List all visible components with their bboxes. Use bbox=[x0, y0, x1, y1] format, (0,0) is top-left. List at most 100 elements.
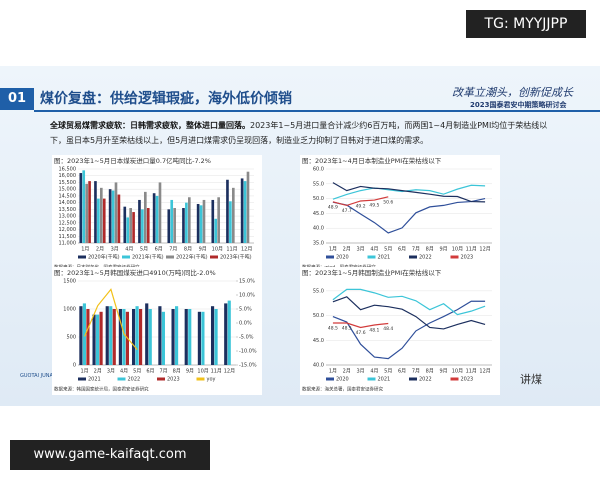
y-tick-label: 35.0 bbox=[313, 241, 324, 247]
bar bbox=[99, 311, 103, 365]
x-tick-label: 3月 bbox=[111, 247, 119, 253]
bar bbox=[188, 197, 191, 243]
series-line bbox=[332, 296, 486, 330]
x-tick-label: 3月 bbox=[107, 369, 115, 375]
series-line bbox=[332, 300, 486, 360]
legend-label: 2021 bbox=[378, 377, 391, 383]
x-tick-label: 5月 bbox=[384, 369, 392, 375]
y2-tick-label: 0.0% bbox=[239, 321, 252, 327]
bar bbox=[111, 190, 115, 243]
data-label: 48.4 bbox=[383, 326, 393, 332]
x-tick-label: 6月 bbox=[398, 369, 406, 375]
bar bbox=[129, 208, 132, 243]
x-tick-label: 4月 bbox=[370, 247, 378, 253]
watermark: TG: MYYJJPP bbox=[466, 10, 586, 38]
bar bbox=[122, 309, 126, 365]
bar bbox=[152, 193, 156, 243]
legend-swatch bbox=[117, 377, 126, 381]
y-tick-label: 16,000 bbox=[59, 173, 77, 179]
y-tick-label: 13,000 bbox=[59, 214, 77, 220]
x-tick-label: 12月 bbox=[241, 247, 252, 253]
bar bbox=[161, 311, 165, 365]
x-tick-label: 11月 bbox=[466, 369, 477, 375]
y2-tick-label: -10.0% bbox=[239, 349, 257, 355]
bar bbox=[229, 201, 232, 243]
x-tick-label: 7月 bbox=[412, 369, 420, 375]
x-tick-label: 1月 bbox=[81, 247, 89, 253]
series-line bbox=[332, 184, 486, 200]
legend-swatch bbox=[196, 377, 205, 381]
x-tick-label: 8月 bbox=[426, 369, 434, 375]
x-tick-label: 10月 bbox=[212, 247, 223, 253]
x-tick-label: 12月 bbox=[224, 369, 235, 375]
legend-swatch bbox=[409, 255, 417, 259]
x-tick-label: 1月 bbox=[80, 369, 88, 375]
chart-title: 图：2023年1~5月韩国制造业PMI在荣枯线以下 bbox=[302, 268, 442, 277]
bar bbox=[97, 198, 100, 243]
bar bbox=[108, 189, 112, 243]
paragraph: 全球贸易煤需求疲软：日韩需求疲软，整体进口量回落。2023年1~5月进口量合计减… bbox=[50, 118, 550, 148]
bar bbox=[196, 203, 200, 243]
chart-source: 数据来源：海关总署，国泰君安证券研究 bbox=[302, 386, 383, 393]
x-tick-label: 12月 bbox=[479, 247, 490, 253]
x-tick-label: 9月 bbox=[439, 247, 447, 253]
bar bbox=[92, 314, 96, 365]
y-tick-label: 50.0 bbox=[313, 313, 324, 319]
legend-label: 2022 bbox=[419, 377, 432, 383]
y-tick-label: 14,500 bbox=[59, 193, 77, 199]
x-tick-label: 10月 bbox=[197, 369, 208, 375]
bar bbox=[100, 187, 103, 243]
y-tick-label: 1500 bbox=[63, 279, 76, 285]
bar bbox=[224, 303, 228, 365]
legend-label: yoy bbox=[207, 377, 216, 383]
bar bbox=[131, 309, 136, 365]
data-label: 49.2 bbox=[356, 203, 366, 209]
legend-swatch bbox=[78, 255, 86, 259]
bar bbox=[82, 170, 86, 243]
x-tick-label: 2月 bbox=[96, 247, 104, 253]
y-tick-label: 40.0 bbox=[313, 363, 324, 369]
x-tick-label: 7月 bbox=[159, 369, 167, 375]
x-tick-label: 9月 bbox=[439, 369, 447, 375]
y-tick-label: 55.0 bbox=[313, 181, 324, 187]
chart-title: 图：2023年1~5月日本煤炭进口量0.7亿吨同比-7.2% bbox=[54, 156, 211, 165]
bar bbox=[240, 178, 244, 243]
bar bbox=[135, 306, 139, 365]
bar bbox=[214, 218, 218, 243]
bar bbox=[141, 209, 144, 243]
bar bbox=[82, 303, 86, 365]
y-tick-label: 40.0 bbox=[313, 226, 324, 232]
data-label: 48.5 bbox=[328, 326, 338, 332]
x-tick-label: 8月 bbox=[184, 247, 192, 253]
x-tick-label: 10月 bbox=[452, 369, 463, 375]
bar bbox=[170, 199, 174, 243]
legend-label: 2023年(千吨) bbox=[220, 254, 252, 261]
bar bbox=[85, 183, 88, 243]
bar bbox=[105, 306, 109, 365]
y-tick-label: 14,000 bbox=[59, 200, 77, 206]
x-tick-label: 3月 bbox=[356, 369, 364, 375]
legend-label: 2021 bbox=[88, 377, 101, 383]
chart-panel bbox=[300, 267, 500, 395]
bar bbox=[173, 208, 176, 243]
bar bbox=[79, 306, 83, 365]
bar bbox=[139, 309, 143, 365]
legend-label: 2022 bbox=[128, 377, 141, 383]
y2-tick-label: -15.0% bbox=[239, 363, 257, 369]
y2-tick-label: -5.0% bbox=[239, 335, 254, 341]
bar bbox=[188, 309, 192, 365]
x-tick-label: 1月 bbox=[329, 247, 337, 253]
bar bbox=[199, 205, 203, 243]
bar bbox=[79, 173, 83, 243]
y-tick-label: 12,000 bbox=[59, 227, 77, 233]
legend-swatch bbox=[210, 255, 218, 259]
x-tick-label: 5月 bbox=[384, 247, 392, 253]
y-tick-label: 1000 bbox=[63, 307, 76, 313]
bar bbox=[211, 199, 215, 243]
y2-tick-label: 5.0% bbox=[239, 307, 252, 313]
x-tick-label: 12月 bbox=[479, 369, 490, 375]
x-tick-label: 7月 bbox=[169, 247, 177, 253]
legend-label: 2023 bbox=[461, 377, 474, 383]
legend-swatch bbox=[122, 255, 130, 259]
